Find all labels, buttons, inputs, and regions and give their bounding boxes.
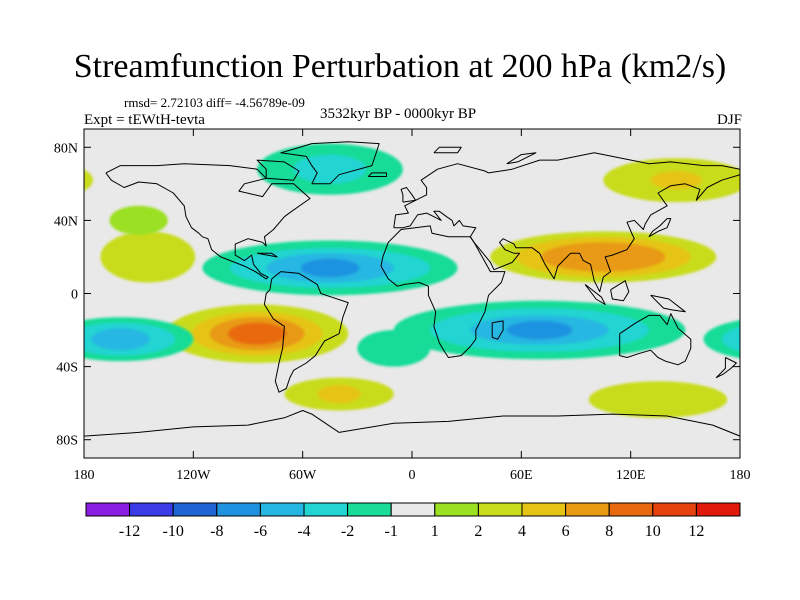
colorbar-swatch xyxy=(216,502,261,517)
colorbar-swatch xyxy=(129,502,174,517)
field-central-pacific-north-anomaly-ring-0 xyxy=(100,231,196,283)
field-indian-ocean-trough-ring-3 xyxy=(506,320,573,340)
colorbar-swatch xyxy=(695,502,741,517)
coastline-baffin-island xyxy=(256,159,300,181)
colorbar-label: -10 xyxy=(163,523,184,540)
x-tick-label: 120E xyxy=(616,468,646,483)
colorbar-swatch xyxy=(521,502,567,517)
colorbar-label: 2 xyxy=(474,523,482,540)
field-southern-ocean-high-east-ring-1 xyxy=(621,388,695,411)
stats-label: rmsd= 2.72103 diff= -4.56789e-09 xyxy=(124,95,305,110)
field-greenland-anomaly-ring-1 xyxy=(293,154,367,184)
coastline-svalbard xyxy=(433,146,462,154)
coastline-cuba xyxy=(257,252,278,258)
field-north-pacific-cyclone-ring-0 xyxy=(109,205,168,236)
coastline-eurasia xyxy=(393,152,740,293)
colorbar-swatch xyxy=(85,502,131,517)
colorbar-label: -1 xyxy=(385,523,398,540)
field-southeast-pacific-high-ring-3 xyxy=(227,322,287,345)
x-tick-label: 180 xyxy=(730,468,751,483)
colorbar-label: -4 xyxy=(297,523,310,540)
colorbar-swatch xyxy=(172,502,218,517)
colorbar-label: 12 xyxy=(688,523,704,540)
colorbar-label: 6 xyxy=(562,523,570,540)
colorbar-swatch xyxy=(303,502,349,517)
y-tick-label: 80S xyxy=(56,434,78,449)
period-label: 3532kyr BP - 0000kyr BP xyxy=(320,106,477,122)
colorbar-label: 4 xyxy=(518,523,526,540)
coastline-new-zealand xyxy=(715,357,737,379)
coastline-madagascar xyxy=(491,320,504,340)
coastline-novaya-zemlya xyxy=(506,152,537,165)
coastline-sumatra xyxy=(584,284,606,305)
field-north-pacific-east-anomaly-ring-0 xyxy=(84,169,94,191)
colorbar-swatch xyxy=(390,502,436,517)
colorbar-swatch xyxy=(652,502,697,517)
coastline-new-guinea xyxy=(650,294,686,313)
y-tick-label: 80N xyxy=(54,141,78,156)
colorbar-label: -2 xyxy=(341,523,354,540)
field-east-asia-high-ring-3 xyxy=(566,247,640,267)
coastline-africa xyxy=(380,225,506,358)
coastline-iceland xyxy=(367,172,387,177)
colorbar-swatch xyxy=(347,502,392,517)
x-tick-label: 0 xyxy=(409,468,416,483)
y-tick-label: 40S xyxy=(56,361,78,376)
field-south-pacific-trough-ring-1 xyxy=(721,326,740,352)
colorbar-label: -6 xyxy=(254,523,267,540)
chart-title: Streamfunction Perturbation at 200 hPa (… xyxy=(73,48,727,85)
y-tick-label: 40N xyxy=(54,214,78,229)
field-southern-ocean-high-west-ring-1 xyxy=(317,384,361,404)
coastline-north-america xyxy=(105,163,311,280)
colorbar-swatch xyxy=(477,502,523,517)
colorbar-label: -8 xyxy=(210,523,223,540)
coastline-south-america xyxy=(263,271,349,393)
colorbar-swatch xyxy=(608,502,654,517)
colorbar-label: 8 xyxy=(605,523,613,540)
field-tropical-atlantic-trough-ring-3 xyxy=(300,258,360,278)
x-tick-label: 120W xyxy=(176,468,211,483)
x-tick-label: 60E xyxy=(510,468,533,483)
experiment-label: Expt = tEWtH-tevta xyxy=(84,112,205,128)
x-tick-label: 60W xyxy=(289,468,317,483)
coastline-great-britain xyxy=(400,187,417,203)
season-label: DJF xyxy=(716,112,742,128)
y-tick-label: 0 xyxy=(71,288,78,303)
coastline-japan xyxy=(648,218,672,238)
colorbar-swatch xyxy=(565,502,610,517)
coastline-greenland xyxy=(280,141,380,185)
coastline-borneo xyxy=(610,280,630,302)
colorbar-label: -12 xyxy=(119,523,140,540)
colorbar-label: 1 xyxy=(431,523,439,540)
coastline-australia xyxy=(619,313,692,366)
colorbar-swatch xyxy=(434,502,479,517)
colorbar-label: 10 xyxy=(645,523,661,540)
x-tick-label: 180 xyxy=(74,468,95,483)
coastline-antarctica-edge xyxy=(84,410,740,437)
colorbar-swatch xyxy=(259,502,305,517)
field-south-pacific-trough-ring-2 xyxy=(91,328,150,351)
